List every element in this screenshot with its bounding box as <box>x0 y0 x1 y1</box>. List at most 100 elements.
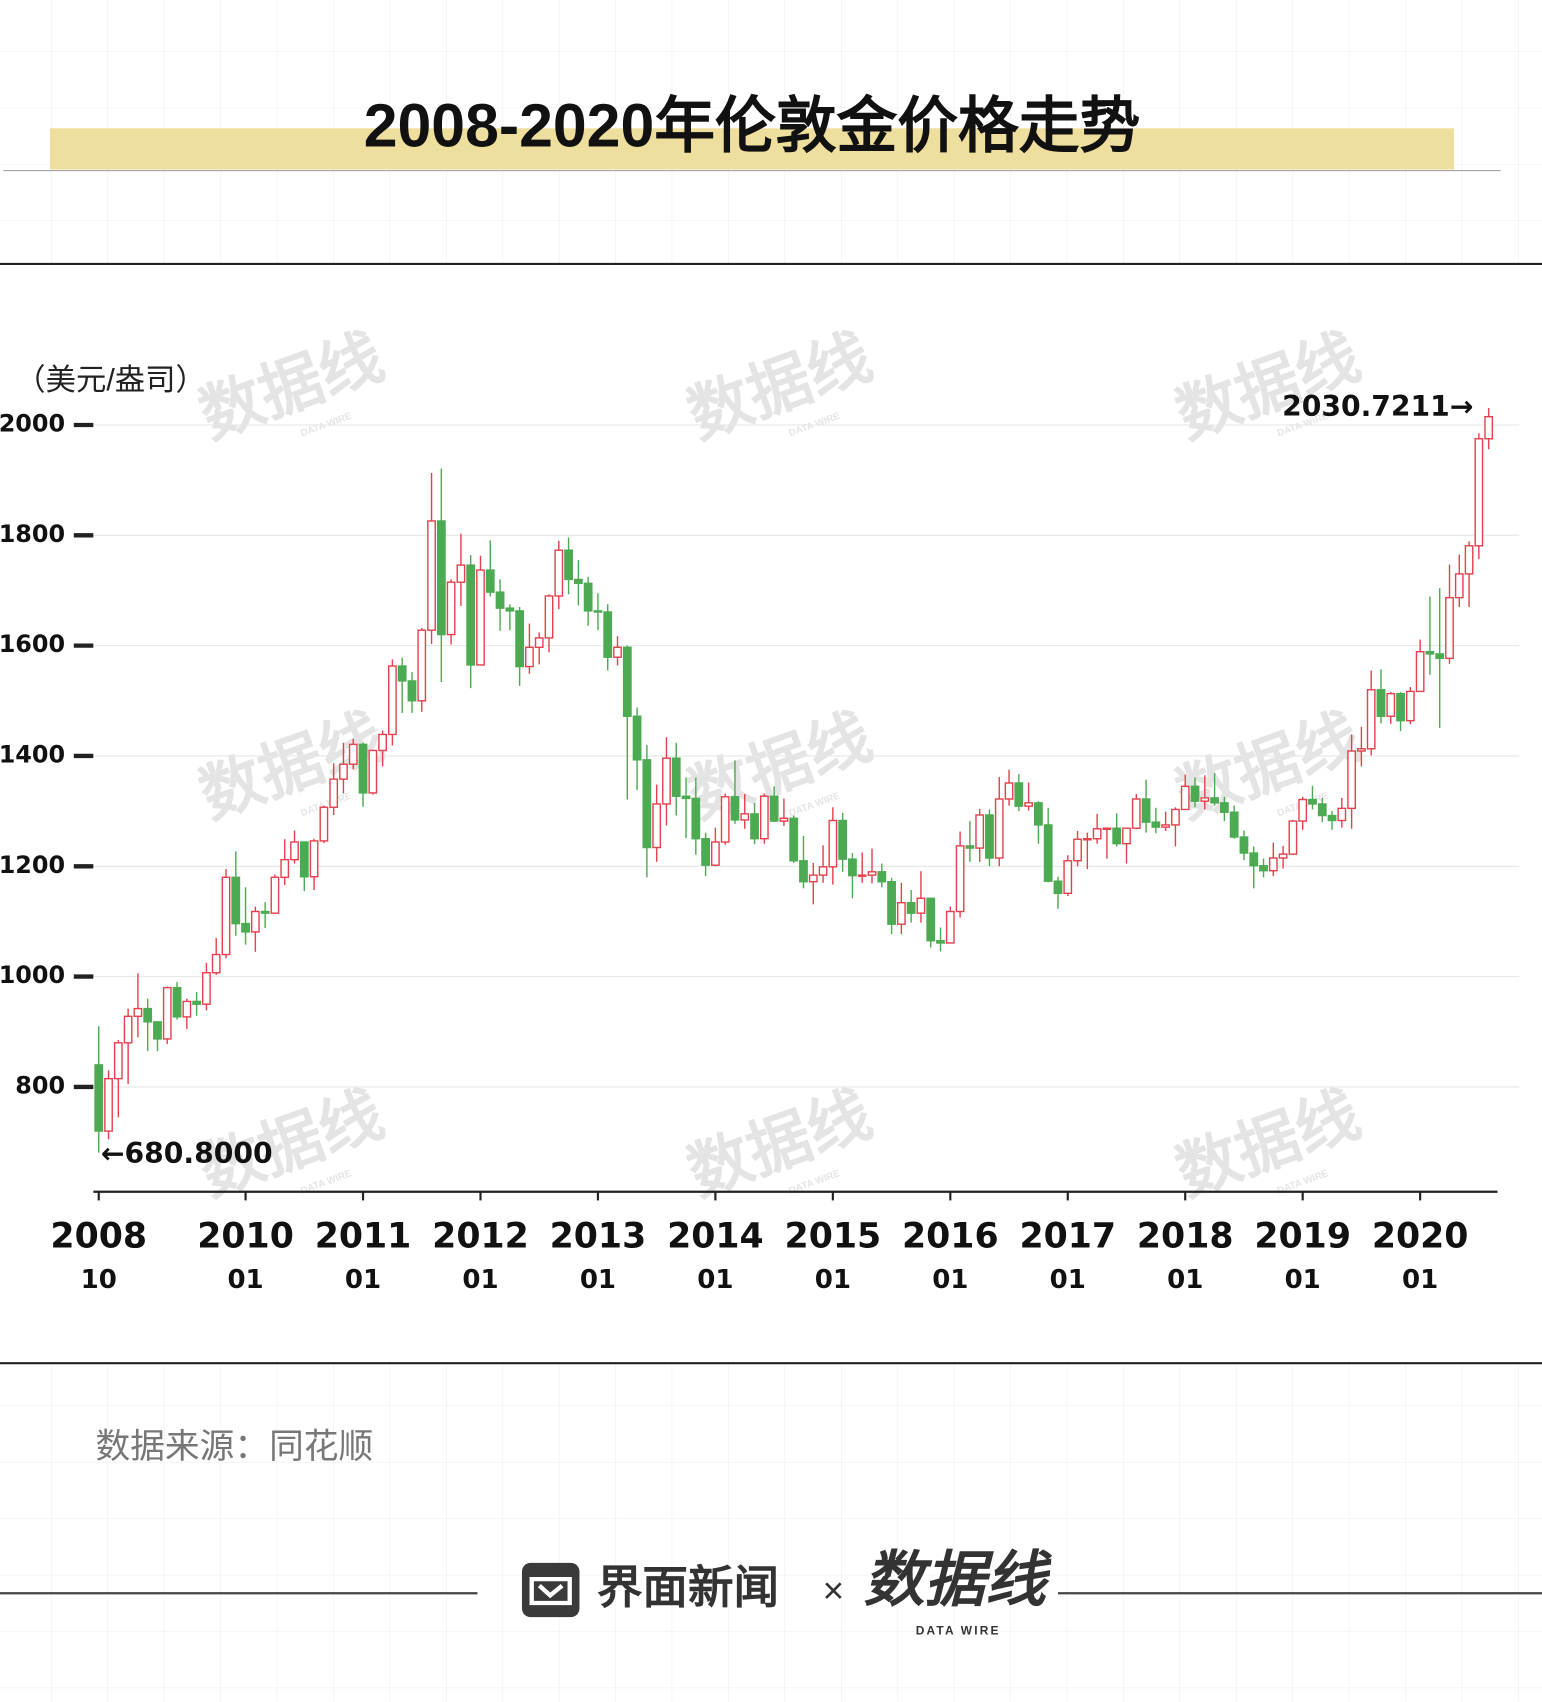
x-tick-month: 01 <box>815 1265 851 1295</box>
candle-body <box>1171 808 1180 826</box>
candle-body <box>955 845 965 913</box>
candle-body <box>906 901 916 914</box>
candle-body <box>720 796 730 843</box>
y-tick-label: 1000 <box>0 961 65 989</box>
candle-body <box>378 733 387 752</box>
candle-body <box>867 871 877 876</box>
candle-body <box>1308 798 1317 805</box>
candle-body <box>1249 852 1259 867</box>
y-tick-label: 1200 <box>0 851 65 879</box>
candle-body <box>1122 827 1131 845</box>
candle-body <box>691 797 701 840</box>
candle-body <box>1474 438 1484 547</box>
candle-body <box>456 564 466 583</box>
candle-body <box>564 549 573 581</box>
candle-body <box>309 840 319 878</box>
candle-body <box>1327 814 1337 822</box>
annotation-value: 680.8000 <box>125 1137 273 1170</box>
candle-body <box>94 1064 104 1132</box>
candle-body <box>358 743 368 794</box>
candle-body <box>1131 798 1141 829</box>
candle-body <box>1229 811 1239 838</box>
candle-body <box>260 910 270 914</box>
candle-body <box>1190 785 1200 802</box>
annotation-arrow: ← <box>101 1137 125 1170</box>
y-axis-label: （美元/盎司） <box>15 363 206 397</box>
candle-body <box>1278 853 1288 859</box>
candle-body <box>896 901 906 925</box>
candle-body <box>945 910 955 944</box>
candle-body <box>642 759 652 849</box>
candle-body <box>1034 802 1043 826</box>
candle-body <box>818 866 828 876</box>
candle-body <box>290 841 299 861</box>
candle-body <box>339 763 348 780</box>
candle-body <box>1415 650 1425 693</box>
candle-body <box>799 860 808 883</box>
candle-body <box>202 972 211 1005</box>
y-tick-label: 1600 <box>0 630 65 658</box>
x-tick-year: 2015 <box>785 1216 882 1256</box>
x-tick-year: 2020 <box>1372 1216 1469 1256</box>
candle-body <box>211 953 221 974</box>
candle-body <box>1464 545 1474 575</box>
candle-body <box>495 591 505 609</box>
candle-body <box>270 876 280 914</box>
candle-body <box>1151 821 1161 828</box>
candle-body <box>916 897 926 914</box>
x-tick-month: 10 <box>81 1265 117 1295</box>
candle-body <box>1405 690 1415 722</box>
candle-body <box>104 1077 113 1132</box>
candle-body <box>466 564 476 666</box>
brand-logo-icon <box>529 1576 572 1606</box>
x-tick-month: 01 <box>1402 1265 1438 1295</box>
candle-body <box>593 610 603 613</box>
candle-body <box>221 876 231 956</box>
y-tick-label: 2000 <box>0 409 65 437</box>
candle-body <box>965 845 975 849</box>
x-tick-year: 2012 <box>432 1216 529 1256</box>
candle-body <box>1317 803 1327 817</box>
annotation-value: 2030.7211 <box>1282 390 1450 423</box>
x-tick-year: 2013 <box>550 1216 647 1256</box>
candle-body <box>652 803 662 849</box>
candle-body <box>613 646 622 658</box>
plot: 800 1000 1200 1400 1600 1800 2000 2008 10 2010 01 2… <box>0 390 1520 1295</box>
candle-body <box>113 1042 123 1080</box>
candle-body <box>554 549 564 597</box>
x-tick-month: 01 <box>1167 1265 1203 1295</box>
candle-body <box>1386 692 1396 717</box>
candle-body <box>632 715 642 761</box>
candle-body <box>701 837 711 866</box>
candle-body <box>1141 798 1151 823</box>
candle-body <box>848 858 857 877</box>
candle-body <box>1259 865 1268 872</box>
x-tick-year: 2016 <box>902 1216 999 1256</box>
candle-body <box>319 806 329 842</box>
x-tick-year: 2008 <box>50 1216 147 1256</box>
candle-body <box>348 743 358 765</box>
candle-body <box>730 796 740 821</box>
candle-body <box>671 757 681 797</box>
candle-body <box>1210 797 1219 804</box>
x-tick-year: 2017 <box>1019 1216 1116 1256</box>
x-tick-month: 01 <box>932 1265 968 1295</box>
candle-body <box>1024 802 1034 807</box>
candle-body <box>828 819 838 868</box>
y-tick-label: 1800 <box>0 520 65 548</box>
y-tick-label: 800 <box>15 1071 65 1099</box>
candle-body <box>1268 857 1278 872</box>
candle-body <box>1445 596 1454 660</box>
annotation-arrow: → <box>1450 390 1474 423</box>
candle-body <box>779 817 789 822</box>
source: 数据来源：同花顺 <box>95 1427 373 1466</box>
candle-body <box>1112 827 1122 845</box>
candle-body <box>476 569 485 666</box>
candle-body <box>446 581 456 636</box>
candle-body <box>857 874 867 877</box>
x-tick-year: 2011 <box>315 1216 412 1256</box>
candle-body <box>153 1021 162 1040</box>
candle-body <box>505 607 515 612</box>
candle-body <box>681 795 691 800</box>
